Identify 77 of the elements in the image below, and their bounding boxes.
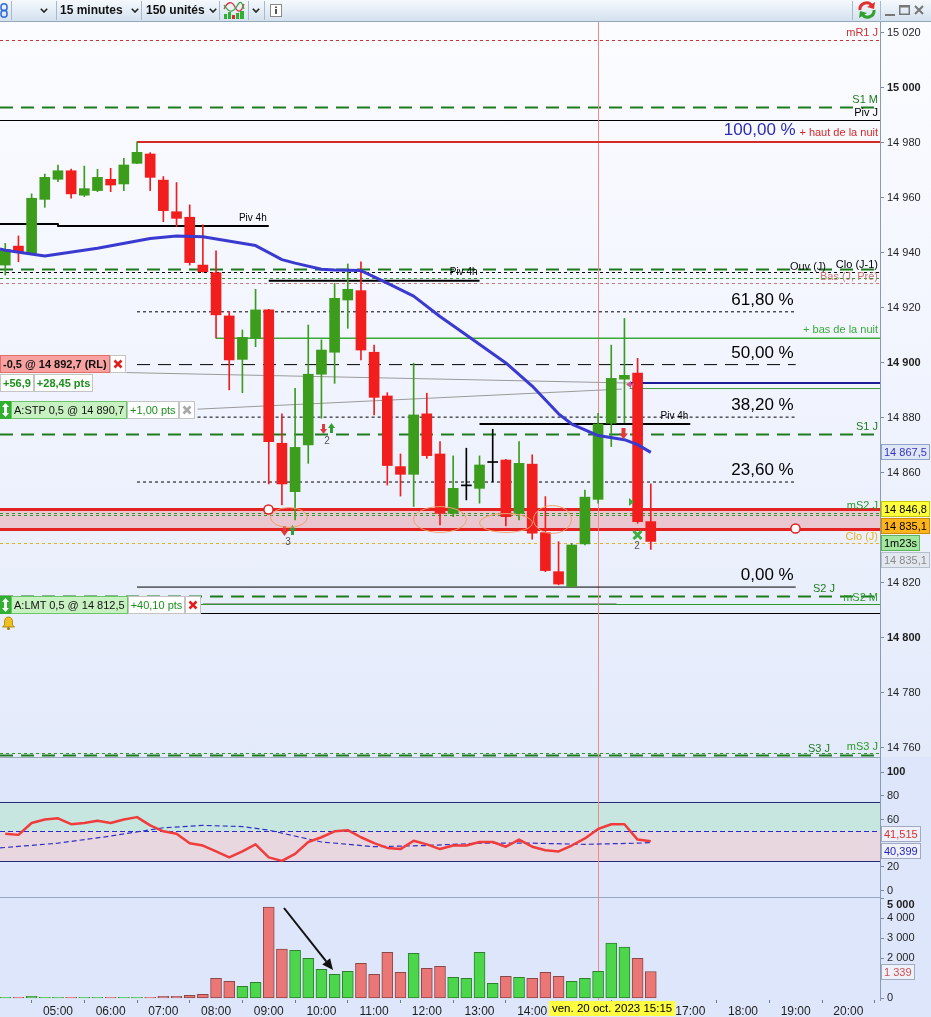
y-tick-label: 2 000: [887, 951, 915, 964]
series-label: + haut de la nuit: [799, 126, 878, 139]
x-tick-label: 18:00: [727, 1003, 759, 1017]
ref-line-label: mS3 J: [846, 739, 878, 752]
y-tick-label: 14 880: [887, 410, 921, 423]
x-tick-label: 13:00: [464, 1003, 495, 1017]
price-tag: 1m23s: [881, 535, 921, 551]
ref-line-label: Piv J: [854, 106, 878, 119]
series-label: 0,00 %: [740, 565, 794, 585]
y-tick-label: 14 900: [887, 356, 921, 368]
y-tick-label: 14 780: [887, 685, 921, 698]
x-tick-label: 09:00: [253, 1003, 285, 1017]
y-tick-label: 15 000: [887, 81, 921, 94]
y-tick-label: 3 000: [887, 931, 915, 944]
x-tick-label: 08:00: [201, 1003, 232, 1017]
price-tag: 41,515: [881, 826, 921, 842]
order-label: -0,5 @ 14 892,7 (RL): [0, 355, 110, 373]
note-label: 3: [285, 537, 291, 547]
dropdown-label: 15 minutes: [60, 3, 123, 18]
y-tick-label: 20: [887, 859, 900, 872]
y-tick-label: 14 980: [887, 136, 921, 149]
note-label: 2: [634, 541, 640, 551]
y-tick-label: 14 960: [887, 191, 921, 204]
y-tick-label: 100: [887, 765, 906, 778]
x-tick-label: 12:00: [411, 1003, 443, 1017]
y-tick-label: 14 860: [887, 465, 921, 478]
y-tick-label: 0: [887, 991, 894, 1004]
series-label: + bas de la nuit: [803, 322, 878, 335]
y-tick-label: 0: [887, 883, 894, 896]
order-label: +56,9: [0, 374, 34, 392]
order-label: A:STP 0,5 @ 14 890,7: [11, 401, 128, 419]
ref-line-label: ven. 20 oct. 2023 15:15: [551, 1002, 673, 1015]
price-tag: 40,399: [881, 843, 921, 859]
price-tag: 1 339: [881, 964, 915, 980]
series-label: 61,80 %: [731, 290, 794, 310]
y-tick-label: 4 000: [887, 911, 915, 924]
annotation: 100,00 %: [723, 120, 796, 140]
series-label: 50,00 %: [731, 342, 794, 362]
series-label: 23,60 %: [731, 460, 794, 480]
series-label: Piv 4h: [660, 409, 689, 421]
y-tick-label: 5 000: [887, 898, 915, 911]
x-tick-label: 20:00: [833, 1003, 864, 1017]
ref-line-label: mR1 J: [846, 26, 878, 39]
ref-line-label: Clo (J-1): [835, 258, 878, 271]
order-label: +1,00 pts: [127, 401, 179, 419]
ref-line-label: S3 J: [807, 741, 830, 754]
ref-line-label: S2 J: [812, 582, 835, 595]
y-tick-label: 14 760: [887, 740, 921, 753]
x-tick-label: 19:00: [780, 1003, 812, 1017]
price-tag: 14 835,1: [881, 518, 930, 534]
price-tag: 14 835,1: [881, 552, 930, 568]
x-tick-label: 10:00: [306, 1003, 337, 1017]
order-label: +28,45 pts: [33, 374, 94, 392]
y-tick-label: 14 920: [887, 301, 921, 313]
y-tick-label: 14 820: [887, 575, 921, 588]
x-tick-label: 07:00: [148, 1003, 179, 1017]
x-tick-label: 11:00: [359, 1003, 390, 1017]
x-tick-label: 17:00: [675, 1003, 706, 1017]
order-label: +40,10 pts: [127, 596, 186, 614]
price-tag: 14 867,5: [881, 444, 930, 460]
x-tick-label: 05:00: [42, 1003, 74, 1017]
y-tick-label: 15 020: [887, 26, 921, 39]
y-tick-label: 14 800: [887, 630, 921, 643]
price-tag: 14 846,8: [881, 501, 930, 517]
x-tick-label: 14:00: [517, 1003, 548, 1017]
series-label: Piv 4h: [238, 211, 267, 223]
ref-line-label: Clo (J): [845, 529, 878, 542]
dropdown-label: 150 unités: [146, 3, 205, 18]
y-tick-label: 80: [887, 788, 900, 801]
ref-line-label: S1 J: [855, 420, 878, 433]
note-label: 2: [324, 436, 330, 446]
x-tick-label: 06:00: [95, 1003, 126, 1017]
series-label: 38,20 %: [731, 395, 794, 415]
order-label: A:LMT 0,5 @ 14 812,5: [11, 596, 128, 614]
y-tick-label: 60: [887, 812, 900, 825]
ref-line-label: S1 M: [852, 93, 878, 106]
y-tick-label: 14 940: [887, 246, 921, 259]
